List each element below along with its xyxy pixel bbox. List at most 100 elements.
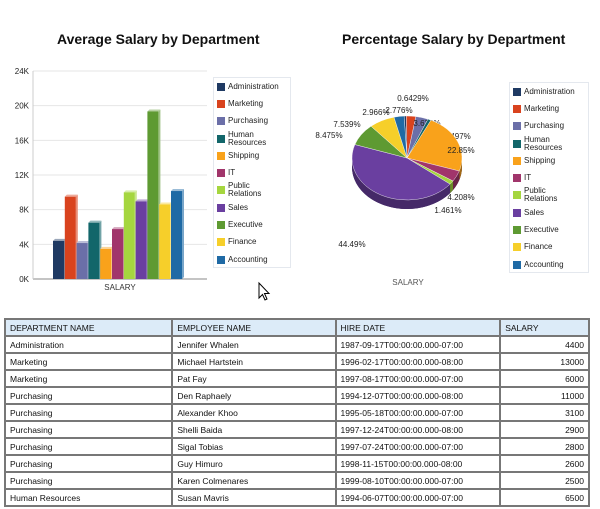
y-tick-label: 12K [15, 171, 30, 180]
legend-label: Accounting [524, 259, 564, 269]
table-cell: 11000 [499, 386, 590, 405]
legend-item: Marketing [510, 100, 588, 117]
table-cell: Michael Hartstein [171, 352, 337, 371]
column-header[interactable]: DEPARTMENT NAME [3, 318, 174, 337]
y-tick-label: 4K [19, 240, 29, 249]
bar-accounting [171, 191, 182, 279]
bar-shipping [100, 248, 112, 279]
bar-top [123, 190, 137, 193]
pie-data-label: 22.85% [447, 146, 474, 155]
legend-swatch [217, 203, 225, 212]
table-cell: Marketing [3, 369, 174, 388]
legend-item: Executive [214, 216, 290, 233]
column-header[interactable]: EMPLOYEE NAME [171, 318, 337, 337]
table-cell: 1994-12-07T00:00:00.000-08:00 [334, 386, 502, 405]
pie-chart-legend: Administration Marketing Purchasing Human R… [509, 82, 589, 273]
table-row: Purchasing Den Raphaely 1994-12-07T00:00:0… [3, 386, 590, 405]
bar-it [112, 229, 123, 279]
table-cell: Purchasing [3, 420, 174, 439]
table-cell: 6500 [499, 488, 590, 507]
legend-swatch [217, 169, 225, 178]
table-cell: 3100 [499, 403, 590, 422]
legend-label: Human Resources [228, 129, 267, 147]
bar-top [159, 202, 173, 205]
pie-axis-label: SALARY [392, 278, 424, 287]
pie-slice-shipping [406, 119, 463, 172]
legend-swatch [217, 151, 225, 160]
table-cell: 1996-02-17T00:00:00.000-08:00 [334, 352, 502, 371]
pie-data-label: 2.776% [385, 106, 412, 115]
table-cell: 1987-09-17T00:00:00.000-07:00 [334, 335, 502, 354]
table-cell: Den Raphaely [171, 386, 337, 405]
table-cell: Shelli Baida [171, 420, 337, 439]
pie-data-label: 1.461% [434, 206, 461, 215]
bar-sales [135, 201, 147, 279]
legend-item: Executive [510, 221, 588, 238]
table-cell: Alexander Khoo [171, 403, 337, 422]
legend-item: Shipping [510, 152, 588, 169]
table-cell: 6000 [499, 369, 590, 388]
pie-slice-side [453, 171, 460, 191]
table-cell: 1995-05-18T00:00:00.000-07:00 [334, 403, 502, 422]
legend-item: IT [214, 164, 290, 181]
pie-chart-title: Percentage Salary by Department [342, 31, 566, 47]
bar-top [135, 199, 149, 202]
bar-top [76, 241, 90, 244]
pie-data-label: 4.208% [447, 193, 474, 202]
column-header[interactable]: SALARY [499, 318, 590, 337]
pie-data-label: 0.9497% [439, 132, 471, 141]
legend-swatch [513, 243, 521, 252]
table-row: Marketing Pat Fay 1997-08-17T00:00:00.000-… [3, 369, 590, 388]
bar-top [112, 227, 125, 230]
table-row: Purchasing Sigal Tobias 1997-07-24T00:00:0… [3, 437, 590, 456]
table-cell: Administration [3, 335, 174, 354]
y-tick-label: 16K [15, 136, 30, 145]
legend-item: Marketing [214, 95, 290, 112]
table-cell: Purchasing [3, 454, 174, 473]
bar-chart-legend: Administration Marketing Purchasing Human R… [213, 77, 291, 268]
legend-swatch [513, 226, 521, 235]
table-cell: 1999-08-10T00:00:00.000-07:00 [334, 471, 502, 490]
legend-swatch [513, 208, 521, 217]
table-cell: Marketing [3, 352, 174, 371]
legend-swatch [217, 221, 225, 230]
legend-label: Executive [228, 220, 263, 230]
legend-item: Finance [510, 239, 588, 256]
table-cell: Karen Colmenares [171, 471, 337, 490]
bar-top [171, 189, 184, 192]
table-cell: 2800 [499, 437, 590, 456]
employee-table: DEPARTMENT NAME EMPLOYEE NAME HIRE DATE SAL… [3, 318, 590, 507]
table-row: Purchasing Alexander Khoo 1995-05-18T00:00… [3, 403, 590, 422]
legend-item: Shipping [214, 147, 290, 164]
legend-swatch [513, 87, 521, 96]
legend-swatch [217, 134, 225, 143]
legend-label: Public Relations [524, 186, 558, 204]
table-cell: 1997-08-17T00:00:00.000-07:00 [334, 369, 502, 388]
table-cell: 1997-12-24T00:00:00.000-08:00 [334, 420, 502, 439]
column-header[interactable]: HIRE DATE [334, 318, 502, 337]
legend-swatch [217, 186, 225, 195]
legend-swatch [513, 191, 521, 200]
bar-public-relations [123, 192, 135, 279]
table-row: Purchasing Shelli Baida 1997-12-24T00:00:0… [3, 420, 590, 439]
pie-data-label: 0.6429% [397, 94, 429, 103]
legend-label: Accounting [228, 254, 268, 264]
table-cell: 1998-11-15T00:00:00.000-08:00 [334, 454, 502, 473]
legend-label: Finance [524, 242, 553, 252]
legend-item: IT [510, 169, 588, 186]
legend-item: Accounting [510, 256, 588, 273]
legend-swatch [513, 156, 521, 165]
table-cell: Purchasing [3, 471, 174, 490]
legend-label: Human Resources [524, 134, 563, 152]
legend-item: Purchasing [214, 113, 290, 130]
legend-label: IT [228, 168, 236, 178]
bar-human-resources [88, 222, 100, 279]
legend-label: Purchasing [228, 116, 269, 126]
legend-item: Purchasing [510, 118, 588, 135]
table-cell: Pat Fay [171, 369, 337, 388]
legend-label: IT [524, 173, 532, 183]
legend-label: Administration [228, 81, 279, 91]
legend-swatch [217, 255, 225, 264]
table-row: Marketing Michael Hartstein 1996-02-17T00:… [3, 352, 590, 371]
pie-data-label: 8.475% [315, 131, 342, 140]
